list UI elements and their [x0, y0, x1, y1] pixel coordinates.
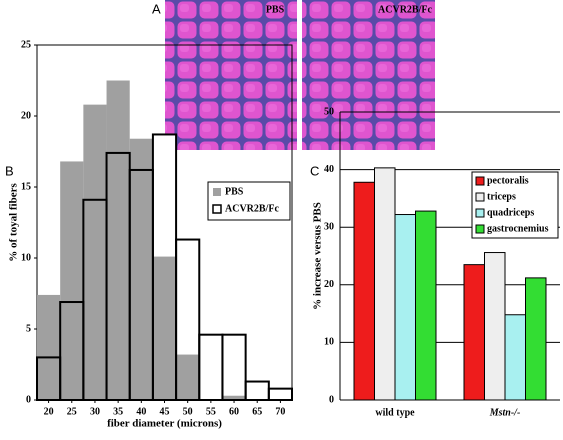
- y-tick-label: 20: [21, 110, 31, 121]
- y-tick-label: 50: [324, 106, 334, 117]
- y-tick-label: 0: [329, 394, 334, 405]
- bar: [463, 264, 485, 401]
- bar-fill: [199, 334, 223, 400]
- legend-label: gastrocnemius: [487, 223, 549, 234]
- legend-label: pectoralis: [487, 175, 529, 186]
- bar-fill: [268, 388, 292, 400]
- legend-swatch: [475, 208, 485, 218]
- y-tick-label: 40: [324, 164, 334, 175]
- x-tick-label: wild type: [375, 407, 415, 418]
- x-axis-label: fiber diameter (microns): [107, 418, 222, 430]
- x-tick-label: 25: [67, 406, 77, 417]
- y-tick-label: 30: [324, 221, 334, 232]
- legend-label: PBS: [225, 186, 244, 197]
- bar: [504, 314, 526, 401]
- y-tick-label: 5: [26, 323, 31, 334]
- bar-outline: [221, 333, 247, 401]
- bar-outline: [267, 387, 293, 402]
- bar: [60, 161, 84, 400]
- micrograph: [302, 0, 435, 150]
- bar: [353, 181, 375, 401]
- legend-swatch: [475, 192, 485, 202]
- x-tick-label: 50: [183, 406, 193, 417]
- y-tick-label: 25: [21, 39, 31, 50]
- panel-label: A: [152, 1, 161, 16]
- image-label: PBS: [266, 4, 285, 15]
- bar: [37, 294, 61, 400]
- image-label: ACVR2B/Fc: [378, 4, 432, 15]
- bar: [176, 354, 200, 400]
- panel-label: B: [5, 163, 14, 178]
- y-tick-label: 10: [21, 252, 31, 263]
- bar: [222, 395, 246, 400]
- y-axis-label: % increase versus PBS: [312, 202, 324, 310]
- x-tick-label: 70: [275, 406, 285, 417]
- legend-label: triceps: [487, 191, 516, 202]
- bar: [129, 138, 153, 400]
- panel-label: C: [310, 163, 319, 178]
- x-tick-label: 65: [252, 406, 262, 417]
- y-tick-label: 15: [21, 181, 31, 192]
- y-axis-label: % of toyal fibers: [8, 183, 20, 262]
- x-tick-label: 40: [136, 406, 146, 417]
- bar-outline: [175, 238, 201, 401]
- y-tick-label: 10: [324, 337, 334, 348]
- bar-fill: [245, 381, 269, 400]
- legend-box: [471, 171, 559, 239]
- x-tick-label: 60: [229, 406, 239, 417]
- legend-label: ACVR2B/Fc: [225, 203, 279, 214]
- legend-swatch: [213, 188, 221, 196]
- legend-box: [207, 181, 291, 221]
- bar: [374, 167, 396, 401]
- legend-swatch: [212, 204, 222, 214]
- x-tick-label: 20: [44, 406, 54, 417]
- bar: [525, 277, 547, 401]
- x-tick-label: 30: [90, 406, 100, 417]
- y-tick-label: 20: [324, 279, 334, 290]
- bar: [106, 80, 130, 400]
- x-tick-label: 35: [113, 406, 123, 417]
- legend-swatch: [475, 224, 485, 234]
- bar: [83, 104, 107, 400]
- legend-swatch: [475, 176, 485, 186]
- bar: [152, 256, 177, 400]
- x-tick-label: Mstn-/-: [489, 407, 521, 418]
- x-tick-label: 45: [160, 406, 170, 417]
- bar: [394, 214, 416, 401]
- micrograph: [165, 0, 297, 150]
- y-tick-label: 0: [26, 394, 31, 405]
- bar: [484, 252, 506, 401]
- x-tick-label: 55: [206, 406, 216, 417]
- bar: [415, 210, 437, 401]
- legend-label: quadriceps: [487, 207, 534, 218]
- bar-fill: [222, 334, 246, 400]
